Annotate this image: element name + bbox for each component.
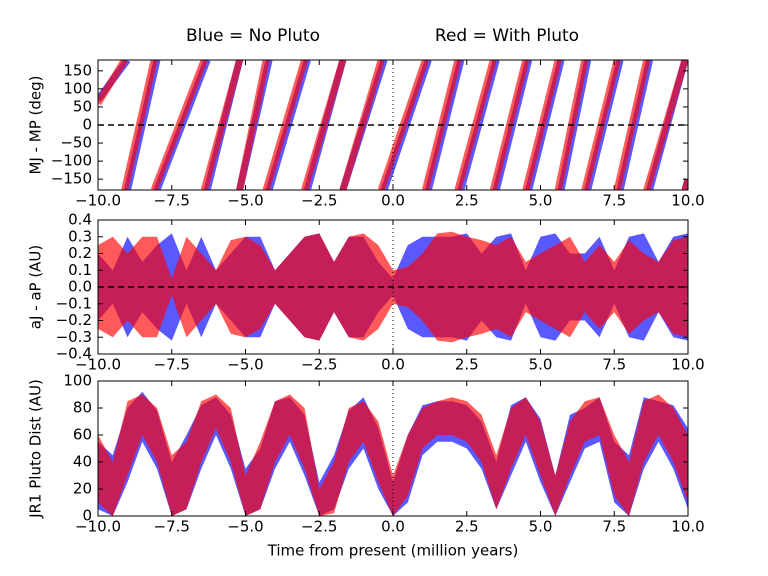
- x-axis-label: Time from present (million years): [267, 542, 519, 560]
- x-tick-label: −7.5: [154, 192, 190, 210]
- y-tick-label: 100: [63, 79, 92, 97]
- y-tick-label: −100: [51, 152, 92, 170]
- y-axis-label: aJ - aP (AU): [27, 245, 45, 330]
- x-tick-label: −7.5: [154, 518, 190, 536]
- x-tick-label: −2.5: [301, 192, 337, 210]
- x-tick-label: 10.0: [671, 518, 704, 536]
- y-tick-label: 20: [73, 480, 92, 498]
- x-tick-label: 10.0: [671, 356, 704, 374]
- y-tick-label: 0.1: [68, 261, 92, 279]
- x-tick-label: −7.5: [154, 356, 190, 374]
- x-tick-label: 0.0: [381, 192, 405, 210]
- y-tick-label: −50: [60, 134, 92, 152]
- x-tick-label: 0.0: [381, 518, 405, 536]
- y-tick-label: 0: [82, 507, 92, 525]
- y-tick-label: −0.3: [56, 328, 92, 346]
- x-tick-label: −5.0: [227, 518, 263, 536]
- y-tick-label: −0.1: [56, 294, 92, 312]
- x-tick-label: 5.0: [529, 192, 553, 210]
- y-tick-label: 40: [73, 453, 92, 471]
- x-tick-label: −10.0: [75, 192, 121, 210]
- y-tick-label: 150: [63, 61, 92, 79]
- x-tick-label: 5.0: [529, 356, 553, 374]
- x-tick-label: −2.5: [301, 356, 337, 374]
- y-tick-label: 80: [73, 399, 92, 417]
- x-tick-label: −10.0: [75, 356, 121, 374]
- x-tick-label: 10.0: [671, 192, 704, 210]
- x-tick-label: −5.0: [227, 192, 263, 210]
- y-tick-label: 0.3: [68, 227, 92, 245]
- y-tick-label: 0.4: [68, 211, 92, 229]
- x-tick-label: −10.0: [75, 518, 121, 536]
- y-tick-label: 0.0: [68, 278, 92, 296]
- y-tick-label: 50: [73, 97, 92, 115]
- x-tick-label: 0.0: [381, 356, 405, 374]
- x-tick-label: 2.5: [455, 356, 479, 374]
- x-tick-label: 2.5: [455, 518, 479, 536]
- y-tick-label: −0.4: [56, 345, 92, 363]
- y-tick-label: −0.2: [56, 311, 92, 329]
- legend-label: Blue = No Pluto: [186, 26, 320, 46]
- y-tick-label: 60: [73, 426, 92, 444]
- x-tick-label: 7.5: [602, 356, 626, 374]
- x-tick-label: 7.5: [602, 518, 626, 536]
- x-tick-label: −2.5: [301, 518, 337, 536]
- x-tick-label: 5.0: [529, 518, 553, 536]
- y-axis-label: MJ - MP (deg): [27, 75, 45, 174]
- y-axis-label: JR1 Pluto Dist (AU): [27, 379, 45, 519]
- x-tick-label: 7.5: [602, 192, 626, 210]
- y-tick-label: 0: [82, 116, 92, 134]
- x-tick-label: 2.5: [455, 192, 479, 210]
- series-band: [98, 394, 688, 516]
- x-tick-label: −5.0: [227, 356, 263, 374]
- y-tick-label: 0.2: [68, 244, 92, 262]
- y-tick-label: 100: [63, 372, 92, 390]
- y-tick-label: −150: [51, 170, 92, 188]
- legend-label: Red = With Pluto: [435, 26, 579, 46]
